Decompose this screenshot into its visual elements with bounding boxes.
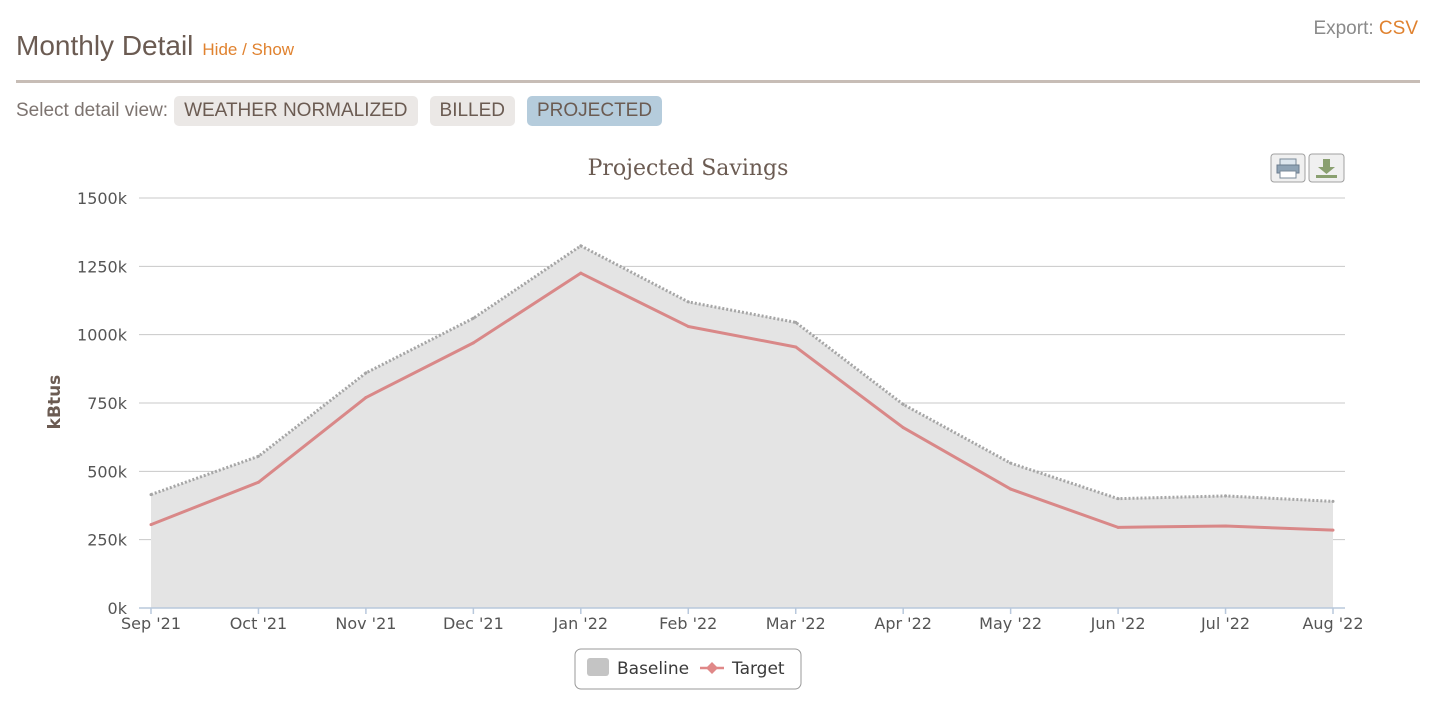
baseline-point[interactable] [1116, 497, 1120, 501]
y-tick-label: 1500k [77, 189, 128, 208]
download-button[interactable] [1308, 153, 1345, 183]
baseline-line [150, 244, 1334, 503]
page-title: Monthly Detail [16, 30, 194, 61]
hide-show-toggle[interactable]: Hide / Show [202, 40, 295, 59]
y-tick-label: 250k [87, 531, 128, 550]
legend-swatch-baseline [587, 658, 609, 676]
x-tick-label: Jan '22 [553, 614, 609, 633]
legend-label-baseline: Baseline [617, 659, 689, 679]
target-point[interactable] [794, 345, 798, 349]
legend-marker-target [706, 662, 718, 674]
x-tick-label: Apr '22 [874, 614, 932, 633]
page-header: Monthly Detail Hide / Show [16, 30, 294, 62]
chart-title: Projected Savings [588, 156, 789, 181]
baseline-point[interactable] [471, 316, 475, 320]
x-tick-label: Oct '21 [230, 614, 288, 633]
x-tick-label: Sep '21 [121, 614, 181, 633]
target-point[interactable] [256, 480, 260, 484]
target-point[interactable] [364, 396, 368, 400]
target-point[interactable] [1331, 528, 1335, 532]
baseline-point[interactable] [686, 300, 690, 304]
view-weather-normalized-button[interactable]: WEATHER NORMALIZED [174, 96, 418, 126]
x-tick-label: Jun '22 [1090, 614, 1146, 633]
x-tick-label: Dec '21 [443, 614, 504, 633]
chart-svg: Projected Savings kBtus 0k 250k 500k 750k 10… [45, 153, 1364, 690]
detail-view-label: Select detail view: [16, 100, 169, 121]
detail-view-selector: Select detail view: WEATHER NORMALIZED B… [16, 96, 674, 126]
chart-plot-area [149, 244, 1335, 608]
print-button[interactable] [1270, 153, 1306, 183]
baseline-point[interactable] [1009, 461, 1013, 465]
y-tick-label: 1000k [77, 326, 128, 345]
x-axis-ticks: Sep '21 Oct '21 Nov '21 Dec '21 Jan '22 Feb '… [121, 607, 1364, 633]
target-point[interactable] [1224, 524, 1228, 528]
x-tick-label: Feb '22 [659, 614, 717, 633]
legend-item-baseline[interactable]: Baseline [587, 658, 689, 679]
baseline-point[interactable] [1224, 494, 1228, 498]
y-tick-label: 0k [108, 599, 128, 618]
y-tick-label: 500k [87, 462, 128, 481]
target-point[interactable] [1116, 525, 1120, 529]
y-axis-ticks: 0k 250k 500k 750k 1000k 1250k 1500k [77, 189, 128, 618]
baseline-point[interactable] [256, 454, 260, 458]
x-tick-label: Mar '22 [766, 614, 826, 633]
y-tick-label: 750k [87, 394, 128, 413]
baseline-point[interactable] [901, 402, 905, 406]
x-tick-label: May '22 [979, 614, 1042, 633]
y-tick-label: 1250k [77, 257, 128, 276]
printer-icon [1276, 158, 1300, 179]
chart-legend: Baseline Target [574, 648, 802, 690]
target-line [150, 271, 1334, 532]
x-tick-label: Jul '22 [1200, 614, 1250, 633]
target-point[interactable] [149, 523, 153, 527]
legend-item-target[interactable]: Target [700, 659, 785, 679]
target-point[interactable] [1009, 487, 1013, 491]
target-point[interactable] [471, 341, 475, 345]
export-label: Export: [1313, 18, 1374, 39]
target-point[interactable] [579, 271, 583, 275]
baseline-point[interactable] [579, 244, 583, 248]
legend-label-target: Target [731, 659, 785, 679]
baseline-area [151, 245, 1333, 608]
baseline-point[interactable] [1331, 499, 1335, 503]
download-icon [1316, 159, 1337, 178]
projected-savings-chart: Projected Savings kBtus 0k 250k 500k 750k 10… [0, 140, 1435, 702]
baseline-point[interactable] [149, 493, 153, 497]
export-area: Export: CSV [1313, 18, 1418, 40]
x-tick-label: Nov '21 [335, 614, 396, 633]
x-tick-label: Aug '22 [1302, 614, 1363, 633]
view-billed-button[interactable]: BILLED [429, 96, 515, 126]
export-csv-link[interactable]: CSV [1378, 18, 1418, 39]
baseline-point[interactable] [794, 320, 798, 324]
baseline-point[interactable] [364, 371, 368, 375]
view-projected-button[interactable]: PROJECTED [527, 96, 663, 126]
target-point[interactable] [686, 324, 690, 328]
target-point[interactable] [901, 426, 905, 430]
header-divider [16, 80, 1420, 83]
y-axis-label: kBtus [45, 375, 65, 430]
